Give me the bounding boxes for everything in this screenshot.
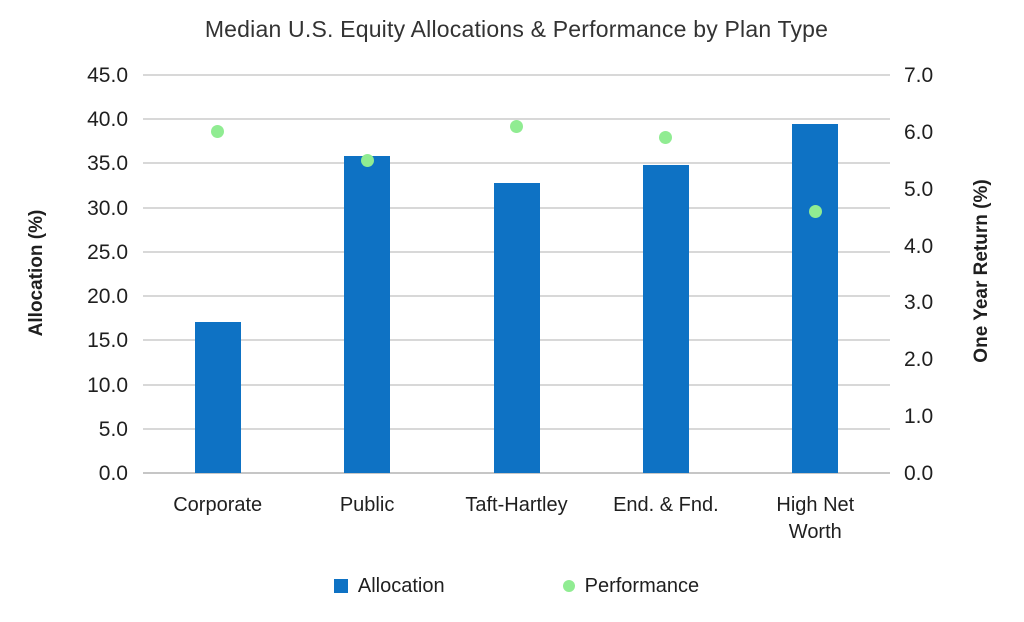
right-axis-tick-label: 6.0 — [904, 120, 934, 144]
x-axis-category-label: High Net Worth — [776, 494, 855, 543]
allocation-bar — [344, 155, 391, 473]
gridline — [143, 74, 890, 76]
gridline — [143, 118, 890, 121]
right-axis-tick-label: 3.0 — [904, 291, 934, 315]
allocation-bar — [493, 182, 540, 473]
allocation-bar — [194, 321, 241, 473]
left-axis-title: Allocation (%) — [26, 209, 47, 337]
chart-title: Median U.S. Equity Allocations & Perform… — [204, 16, 829, 42]
allocation-legend-square-icon — [333, 579, 348, 593]
performance-dot — [808, 204, 822, 218]
right-axis-tick-label: 2.0 — [904, 348, 934, 372]
legend-label-allocation: Allocation — [357, 574, 445, 597]
x-axis-category-label: Public — [339, 494, 395, 516]
left-axis-tick-label: 20.0 — [87, 285, 128, 309]
right-axis-tick-label: 0.0 — [904, 462, 934, 485]
left-axis-tick-label: 5.0 — [98, 417, 128, 441]
right-axis-tick-label: 7.0 — [904, 64, 934, 87]
legend-item-allocation: Allocation — [333, 574, 445, 598]
x-axis-line — [143, 472, 890, 474]
performance-legend-circle-icon — [562, 580, 575, 592]
plot-area — [143, 74, 890, 474]
legend-label-performance: Performance — [584, 574, 700, 597]
x-axis-category-label: End. & Fnd. — [613, 494, 719, 516]
left-axis-tick-label: 45.0 — [87, 64, 128, 87]
right-axis-tick-label: 4.0 — [904, 234, 934, 258]
x-axis-category-label: Taft-Hartley — [465, 494, 568, 516]
left-axis-tick-label: 0.0 — [98, 462, 128, 485]
right-axis-title: One Year Return (%) — [971, 179, 992, 363]
right-axis-tick-label: 1.0 — [904, 405, 934, 429]
left-axis-tick-label: 40.0 — [87, 108, 128, 132]
performance-dot — [360, 153, 374, 167]
left-axis-tick-label: 30.0 — [87, 196, 128, 220]
left-axis-tick-label: 35.0 — [87, 152, 128, 176]
left-axis-tick-label: 25.0 — [87, 240, 128, 264]
performance-dot — [510, 119, 523, 133]
performance-dot — [659, 131, 673, 145]
right-axis-tick-label: 5.0 — [904, 177, 934, 201]
allocation-bar — [642, 165, 689, 473]
performance-dot — [211, 125, 225, 139]
chart-legend: Allocation Performance — [143, 571, 890, 601]
legend-item-performance: Performance — [562, 574, 700, 598]
gridline — [143, 162, 890, 165]
left-axis-tick-label: 10.0 — [87, 373, 128, 397]
x-axis-category-label: Corporate — [173, 494, 263, 516]
left-axis-tick-label: 15.0 — [87, 329, 128, 353]
allocation-bar — [792, 123, 839, 473]
